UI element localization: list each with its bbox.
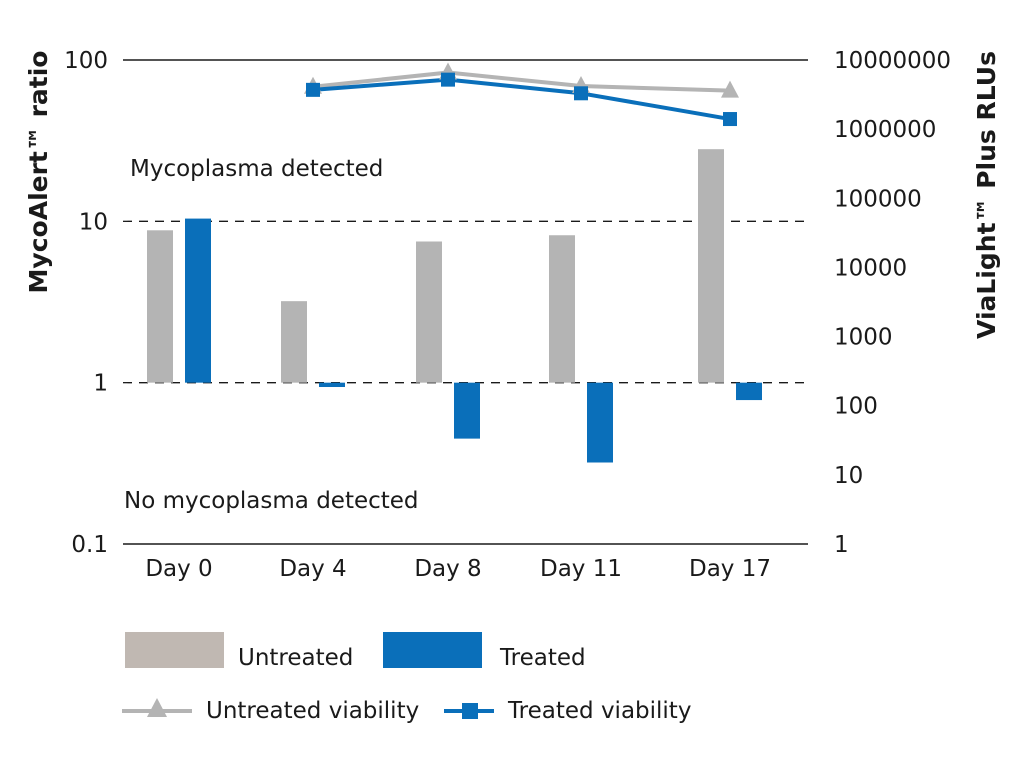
right-tick-label: 100 bbox=[834, 394, 878, 420]
bar-treated-2 bbox=[454, 382, 480, 439]
bar-untreated-2 bbox=[416, 241, 442, 383]
left-tick-label: 10 bbox=[79, 209, 108, 235]
bar-treated-4 bbox=[736, 382, 762, 401]
marker-treated-viability bbox=[441, 72, 455, 87]
bar-untreated-1 bbox=[281, 301, 307, 383]
line-untreated-viability bbox=[312, 70, 731, 93]
left-tick-label: 100 bbox=[64, 48, 108, 74]
left-axis-ticks: 0.1 1 10 100 bbox=[64, 48, 108, 558]
mycoplasma-detected-label: Mycoplasma detected bbox=[130, 156, 383, 182]
right-tick-label: 100000 bbox=[834, 186, 922, 212]
x-tick-label: Day 4 bbox=[279, 556, 346, 582]
category-labels: Day 0 Day 4 Day 8 Day 11 Day 17 bbox=[145, 556, 771, 582]
legend-treated-label: Treated bbox=[499, 645, 586, 671]
legend-treated-viability-label: Treated viability bbox=[507, 698, 691, 724]
right-tick-label: 10000000 bbox=[834, 48, 951, 74]
right-tick-label: 1 bbox=[834, 532, 849, 558]
bar-treated-3 bbox=[587, 382, 613, 463]
no-mycoplasma-detected-label: No mycoplasma detected bbox=[124, 488, 419, 514]
viability-lines bbox=[304, 62, 739, 127]
right-tick-label: 10 bbox=[834, 463, 863, 489]
legend: Untreated Treated Untreated viability Tr… bbox=[122, 632, 691, 724]
legend-untreated-label: Untreated bbox=[238, 645, 353, 671]
right-tick-label: 10000 bbox=[834, 255, 907, 281]
marker-treated-viability bbox=[306, 82, 320, 97]
right-axis-title: ViaLight™ Plus RLUs bbox=[972, 51, 1001, 339]
right-tick-label: 1000000 bbox=[834, 117, 936, 143]
marker-treated-viability bbox=[574, 86, 588, 101]
bar-treated-0 bbox=[185, 218, 211, 383]
left-axis-title: MycoAlert™ ratio bbox=[24, 51, 53, 294]
legend-untreated-swatch bbox=[125, 632, 224, 668]
legend-square-marker bbox=[462, 703, 478, 719]
bar-untreated-3 bbox=[549, 235, 575, 383]
left-tick-label: 0.1 bbox=[71, 532, 108, 558]
marker-untreated-viability bbox=[721, 80, 739, 98]
bar-untreated-4 bbox=[698, 149, 724, 383]
left-tick-label: 1 bbox=[93, 371, 108, 397]
x-tick-label: Day 11 bbox=[540, 556, 622, 582]
bar-treated-1 bbox=[319, 382, 345, 388]
line-treated-viability bbox=[312, 77, 731, 122]
marker-treated-viability bbox=[723, 112, 737, 127]
legend-treated-swatch bbox=[383, 632, 482, 668]
right-tick-label: 1000 bbox=[834, 325, 893, 351]
bar-untreated-0 bbox=[147, 230, 173, 383]
x-tick-label: Day 17 bbox=[689, 556, 771, 582]
x-tick-label: Day 8 bbox=[414, 556, 481, 582]
x-tick-label: Day 0 bbox=[145, 556, 212, 582]
bars bbox=[147, 149, 762, 463]
legend-triangle-marker bbox=[147, 698, 167, 717]
legend-untreated-viability-label: Untreated viability bbox=[206, 698, 419, 724]
right-axis-ticks: 1 10 100 1000 10000 100000 1000000 10000000 bbox=[834, 48, 951, 558]
